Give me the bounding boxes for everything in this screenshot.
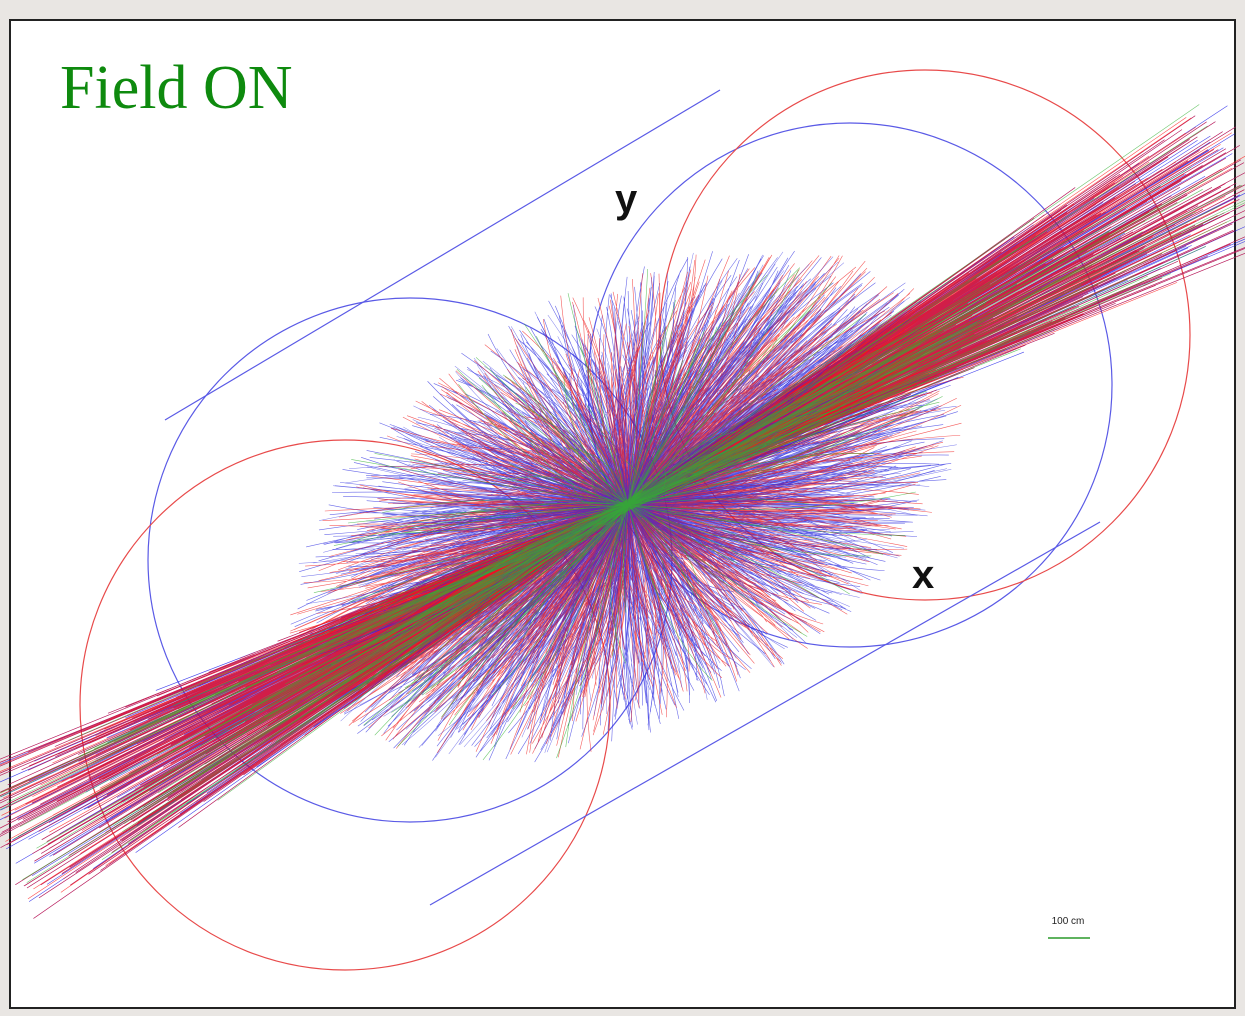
event-display: Field ON y x 100 cm [0,0,1245,1016]
title: Field ON [60,54,293,122]
scale-label: 100 cm [1052,916,1085,927]
page: {"title": "Field ON", "axes": {"y": "y",… [0,0,1245,1016]
x-axis-label: x [912,553,934,597]
y-axis-label: y [615,177,638,221]
